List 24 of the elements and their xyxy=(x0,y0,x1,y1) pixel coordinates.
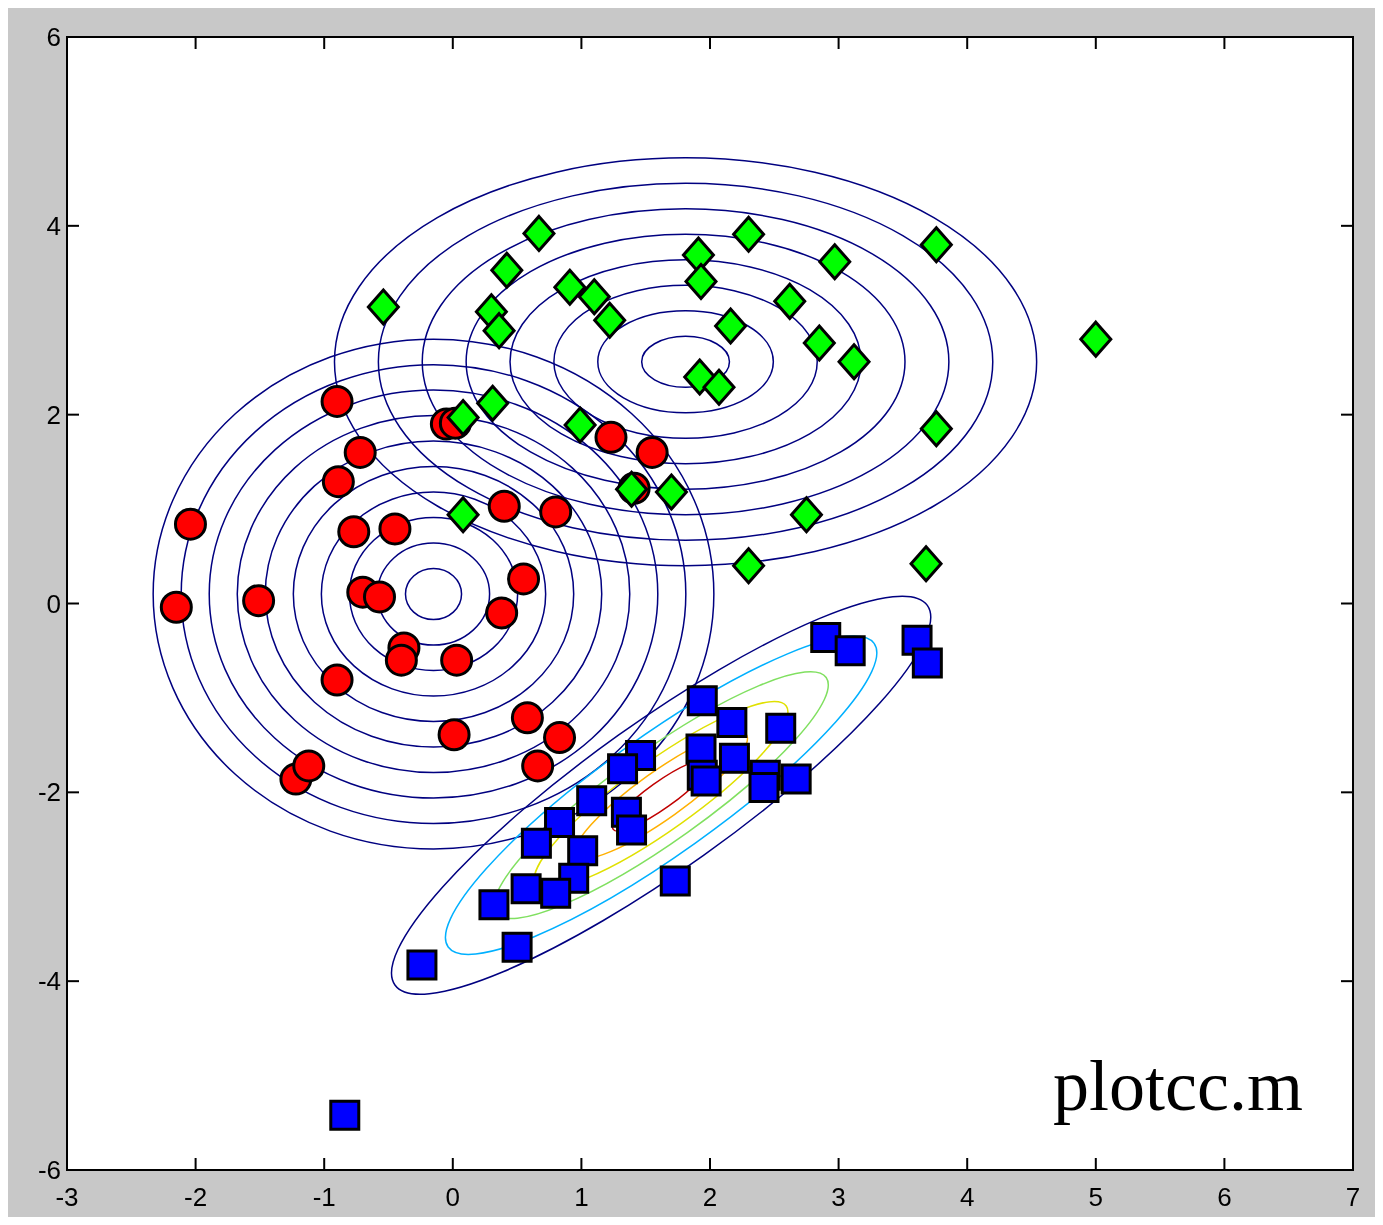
x-tick-label: 3 xyxy=(831,1182,846,1212)
x-tick-label: -3 xyxy=(55,1182,79,1212)
point xyxy=(366,288,400,326)
y-tick-label: -4 xyxy=(37,966,61,997)
point xyxy=(1079,320,1113,358)
y-tick-label: 4 xyxy=(46,210,61,241)
x-tick-label: 7 xyxy=(1345,1182,1361,1212)
x-tick-label: 1 xyxy=(574,1182,589,1212)
x-tick-label: 0 xyxy=(445,1182,461,1212)
point xyxy=(732,547,766,585)
x-tick-label: 6 xyxy=(1217,1182,1232,1212)
y-tick-label: 2 xyxy=(46,399,61,430)
point xyxy=(909,545,943,583)
y-tick-label: 0 xyxy=(46,588,61,619)
x-tick-label: -1 xyxy=(312,1182,336,1212)
x-tick-label: -2 xyxy=(184,1182,208,1212)
x-tick-label: 2 xyxy=(702,1182,718,1212)
x-tick-label: 5 xyxy=(1088,1182,1104,1212)
point xyxy=(329,1099,361,1131)
y-tick-label: -2 xyxy=(37,777,61,808)
annotation: plotcc.m xyxy=(1053,1046,1303,1126)
y-tick-label: -6 xyxy=(37,1155,61,1185)
x-tick-label: 4 xyxy=(959,1182,975,1212)
y-tick-label: 6 xyxy=(46,22,61,52)
